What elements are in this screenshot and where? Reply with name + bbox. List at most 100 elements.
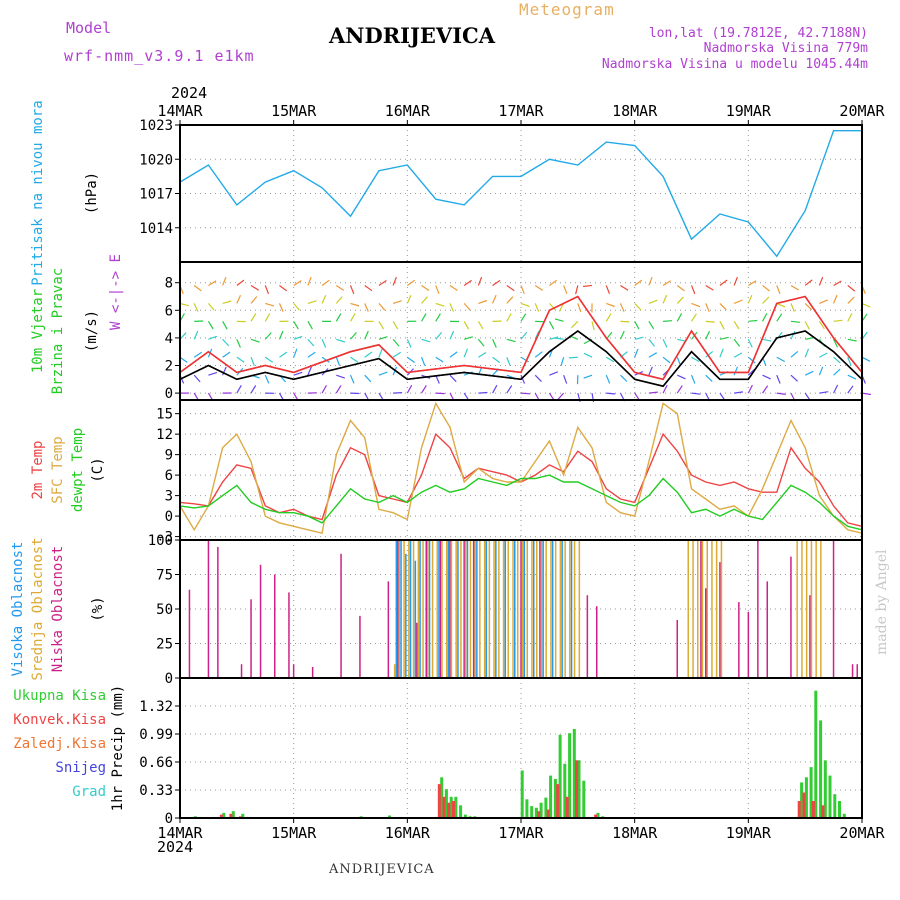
wind-arrow [193,374,201,383]
ylabel-temp-dewpt: dewpt Temp [70,428,86,512]
ylabel-wind-compass: W <-|-> E [108,254,124,330]
bar-precip_total [596,812,600,818]
bar-cloud_mid [464,540,467,678]
wind-arrow [463,348,468,358]
y-tick-label: 3 [165,489,173,505]
bar-cloud_low [311,667,314,678]
wind-arrow [620,284,629,291]
wind-arrow [492,339,497,348]
wind-arrow [620,374,628,382]
lonlat-label: lon,lat (19.7812E, 42.7188N) [648,26,868,41]
wind-arrow [478,351,487,358]
bar-cloud_low [425,540,427,678]
bar-cloud_mid [450,540,453,678]
elevation-label: Nadmorska Visina 779m [703,41,868,56]
wind-arrow [719,348,724,358]
y-tick-label: 6 [165,303,173,319]
bar-cloud_mid [398,540,401,678]
wind-arrow [733,276,738,286]
bar-precip_conv [452,801,455,818]
wind-arrow [705,351,714,358]
wind-arrow [307,276,312,286]
bar-cloud_mid [805,540,808,678]
wind-arrow [335,385,342,394]
wind-arrow [222,366,227,376]
bar-precip_total [544,797,548,818]
bar-precip_conv [821,805,825,818]
bar-cloud_low [259,564,262,678]
wind-arrow [335,313,342,322]
wind-arrow [236,294,242,304]
y-tick-label: 1014 [139,221,173,237]
wind-arrow [293,321,299,330]
wind-arrow [776,285,781,295]
y-tick-label: 12 [156,427,173,443]
wind-arrow [435,356,444,363]
wind-arrow [208,335,218,340]
bar-cloud_low [472,540,475,678]
wind-arrow [449,351,458,358]
wind-arrow [534,303,540,312]
bar-precip_total [823,760,827,818]
wind-arrow [463,321,470,330]
wind-arrow [378,348,383,358]
wind-arrow [449,374,457,383]
wind-arrow [506,284,515,292]
y-tick-label: 0.66 [139,755,173,771]
wind-arrow [861,392,871,396]
wind-arrow [676,296,684,304]
wind-arrow [676,356,682,366]
ylabel-pressure-unit: (hPa) [84,172,100,214]
bar-cloud_low [250,599,252,678]
bar-cloud_low [705,588,707,678]
wind-arrow [804,370,814,376]
wind-arrow [492,279,501,286]
x-tick-label-bottom: 20MAR [839,824,885,842]
wind-arrow [833,294,838,304]
wind-arrow [747,356,756,364]
ylabel-cloud-high: Visoka Oblacnost [10,542,26,677]
ylabel-cloud-unit: (%) [90,596,106,621]
wind-arrow [321,385,328,394]
legend-precip-4: Grad [72,784,106,800]
wind-arrow [790,284,800,291]
panel-wind: 0 2 4 6 8 [165,261,871,402]
wind-arrow [648,299,658,304]
wind-arrow [719,302,727,311]
bar-cloud_low [809,595,811,678]
wind-arrow [606,392,616,395]
bar-cloud_mid [820,540,822,678]
meteogram-label: Meteogram [519,0,615,19]
bar-cloud_mid [441,540,443,678]
wind-arrow [264,285,270,295]
bar-precip_total [231,811,235,818]
wind-arrow [577,303,582,313]
bar-cloud_mid [431,540,434,678]
wind-arrow [506,338,516,343]
y-tick-label: 25 [156,637,173,653]
bar-precip_total [463,814,467,818]
bar-precip_total [539,802,543,818]
ylabel-wind-unit: (m/s) [84,310,100,352]
bar-cloud_low [520,540,522,678]
wind-arrow [393,392,403,394]
wind-arrow [634,348,639,358]
wind-arrow [250,296,258,304]
wind-arrow [733,366,739,376]
wind-arrow [520,356,530,363]
wind-arrow [847,313,853,322]
wind-arrow [336,338,346,343]
bar-cloud_low [851,664,854,678]
wind-arrow [762,338,772,342]
wind-arrow [734,391,744,394]
bar-precip_total [814,690,818,818]
wind-arrow [847,356,852,366]
bar-cloud_low [217,546,219,678]
wind-arrow [691,356,700,363]
wind-arrow [818,276,824,286]
bar-precip_total [828,775,832,818]
wind-arrow [705,303,710,312]
wind-arrow [662,339,668,348]
wind-arrow [520,392,531,395]
